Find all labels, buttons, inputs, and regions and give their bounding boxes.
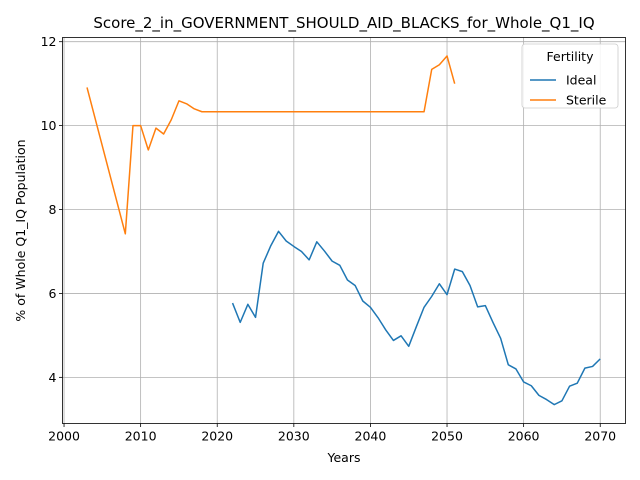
x-tick-label: 2050	[431, 429, 463, 444]
y-tick-label: 12	[41, 34, 57, 49]
y-axis-label: % of Whole Q1_IQ Population	[13, 139, 28, 321]
x-tick-label: 2000	[48, 429, 80, 444]
series-lines	[86, 55, 601, 406]
plot-frame	[62, 37, 626, 424]
axis-ticks: 2000 2010 2020 2030 2040 2050 2060 2070 4 6 8 10 12	[41, 34, 617, 443]
y-tick-label: 4	[49, 370, 57, 385]
x-axis-label: Years	[327, 450, 361, 465]
legend-box	[521, 43, 619, 109]
grid	[62, 37, 626, 424]
chart-title: Score_2_in_GOVERNMENT_SHOULD_AID_BLACKS_…	[93, 14, 594, 33]
y-tick-label: 10	[41, 118, 57, 133]
legend-label-ideal: Ideal	[566, 73, 596, 88]
y-tick-label: 6	[49, 286, 57, 301]
series-line-sterile	[86, 55, 456, 235]
x-tick-label: 2030	[278, 429, 310, 444]
x-tick-label: 2060	[508, 429, 540, 444]
series-line-ideal	[231, 230, 601, 406]
x-tick-label: 2020	[201, 429, 233, 444]
x-tick-label: 2040	[355, 429, 387, 444]
legend-title: Fertility	[547, 49, 595, 64]
legend: Fertility Ideal Sterile	[521, 43, 619, 109]
legend-entries: Ideal Sterile	[530, 73, 607, 108]
x-tick-label: 2070	[584, 429, 616, 444]
legend-label-sterile: Sterile	[566, 93, 607, 108]
x-tick-label: 2010	[125, 429, 157, 444]
y-tick-label: 8	[49, 202, 57, 217]
